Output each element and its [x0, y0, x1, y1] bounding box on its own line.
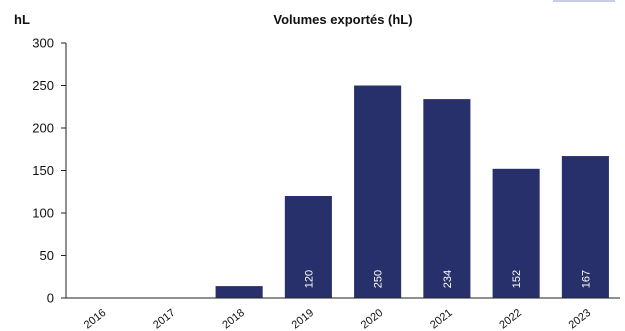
x-tick-label-2020: 2020 — [359, 307, 386, 331]
y-tick-label: 0 — [47, 291, 54, 306]
data-label-2021: 234 — [442, 270, 454, 288]
x-tick-label-2021: 2021 — [428, 307, 455, 331]
x-tick-label-2019: 2019 — [290, 307, 317, 331]
data-labels: 120 250 234 152 167 — [303, 270, 592, 288]
data-label-2019: 120 — [303, 270, 315, 288]
bar-2019 — [284, 196, 332, 298]
y-tick-label: 250 — [32, 78, 54, 93]
chart-title: Volumes exportés (hL) — [273, 12, 412, 27]
y-tick-label: 300 — [32, 36, 54, 51]
data-label-2022: 152 — [511, 270, 523, 288]
x-tick-label-2022: 2022 — [497, 307, 524, 331]
bar-2018 — [215, 286, 263, 298]
bar-2021 — [423, 99, 471, 298]
y-tick-label: 100 — [32, 206, 54, 221]
bar-2022 — [492, 168, 540, 298]
x-tick-label-2023: 2023 — [567, 307, 594, 331]
x-tick-label-2016: 2016 — [82, 307, 109, 331]
bar-2023 — [561, 156, 609, 298]
x-tick-label-2017: 2017 — [151, 307, 178, 331]
corner-mark — [553, 0, 615, 2]
y-axis-ticks: 0 50 100 150 200 250 300 — [32, 36, 66, 306]
y-tick-label: 150 — [32, 163, 54, 178]
x-tick-label-2018: 2018 — [220, 307, 247, 331]
y-tick-label: 200 — [32, 121, 54, 136]
y-axis-unit-label: hL — [14, 12, 30, 27]
bars — [215, 85, 609, 298]
data-label-2020: 250 — [373, 270, 385, 288]
data-label-2023: 167 — [580, 270, 592, 288]
bar-2020 — [354, 85, 402, 298]
x-axis-ticks: 2016 2017 2018 2019 2020 2021 2022 2023 — [82, 307, 593, 331]
y-tick-label: 50 — [40, 248, 54, 263]
